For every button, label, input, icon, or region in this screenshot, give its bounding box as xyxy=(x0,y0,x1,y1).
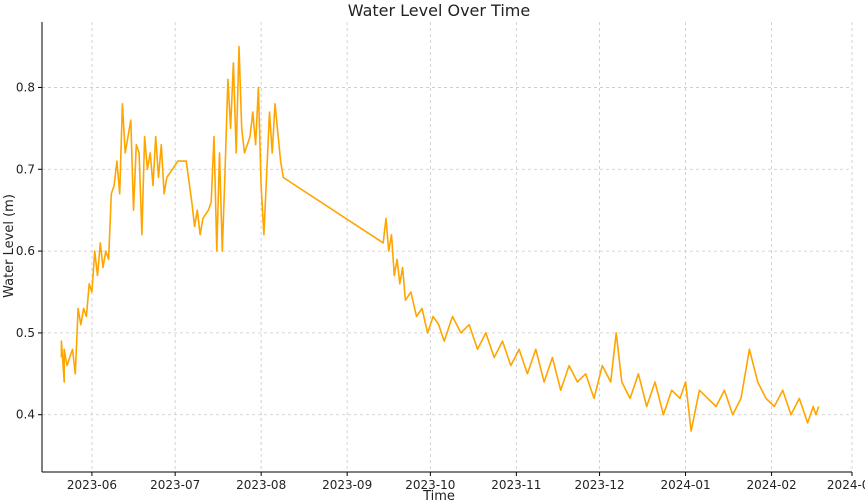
y-tick-label: 0.7 xyxy=(16,162,35,176)
x-tick-label: 2023-06 xyxy=(67,478,117,492)
y-tick-label: 0.4 xyxy=(16,408,35,422)
x-tick-label: 2024-01 xyxy=(660,478,710,492)
x-axis-title: Time xyxy=(422,489,455,504)
axes: 2023-06 2023-07 2023-08 2023-09 2023-10 2023-… xyxy=(16,22,865,492)
y-tick-label: 0.5 xyxy=(16,326,35,340)
chart-title: Water Level Over Time xyxy=(348,1,530,20)
x-tick-label: 2023-11 xyxy=(491,478,541,492)
x-tick-label: 2024-02 xyxy=(746,478,796,492)
x-tick-label: 2023-07 xyxy=(150,478,200,492)
series-line xyxy=(60,45,820,432)
y-tick-label: 0.8 xyxy=(16,80,35,94)
x-tick-label: 2023-09 xyxy=(322,478,372,492)
y-tick-label: 0.6 xyxy=(16,244,35,258)
series-layer xyxy=(60,45,820,432)
grid-lines xyxy=(42,22,853,472)
x-tick-label: 2024-03 xyxy=(827,478,865,492)
x-tick-label: 2023-10 xyxy=(405,478,455,492)
x-tick-label: 2023-08 xyxy=(236,478,286,492)
x-tick-label: 2023-12 xyxy=(574,478,624,492)
y-axis-title: Water Level (m) xyxy=(2,194,17,298)
